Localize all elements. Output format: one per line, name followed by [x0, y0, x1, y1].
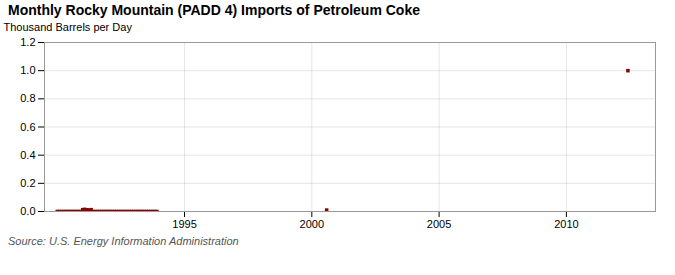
svg-text:0.0: 0.0 — [20, 205, 35, 217]
svg-text:0.6: 0.6 — [20, 121, 35, 133]
svg-text:0.8: 0.8 — [20, 92, 35, 104]
svg-text:2000: 2000 — [300, 218, 324, 230]
svg-text:1.2: 1.2 — [20, 36, 35, 48]
svg-text:2005: 2005 — [427, 218, 451, 230]
html-text:Source: U.S. Energy Informatio: Source: U.S. Energy Information Administ… — [8, 235, 239, 247]
svg-text:Thousand Barrels per Day: Thousand Barrels per Day — [4, 21, 133, 33]
html-text:Monthly Rocky Mountain (PADD 4: Monthly Rocky Mountain (PADD 4) Imports … — [8, 2, 420, 18]
svg-text:0.4: 0.4 — [20, 149, 35, 161]
svg-text:1995: 1995 — [172, 218, 196, 230]
svg-text:1.0: 1.0 — [20, 64, 35, 76]
svg-text:0.2: 0.2 — [20, 177, 35, 189]
svg-text:2010: 2010 — [554, 218, 578, 230]
